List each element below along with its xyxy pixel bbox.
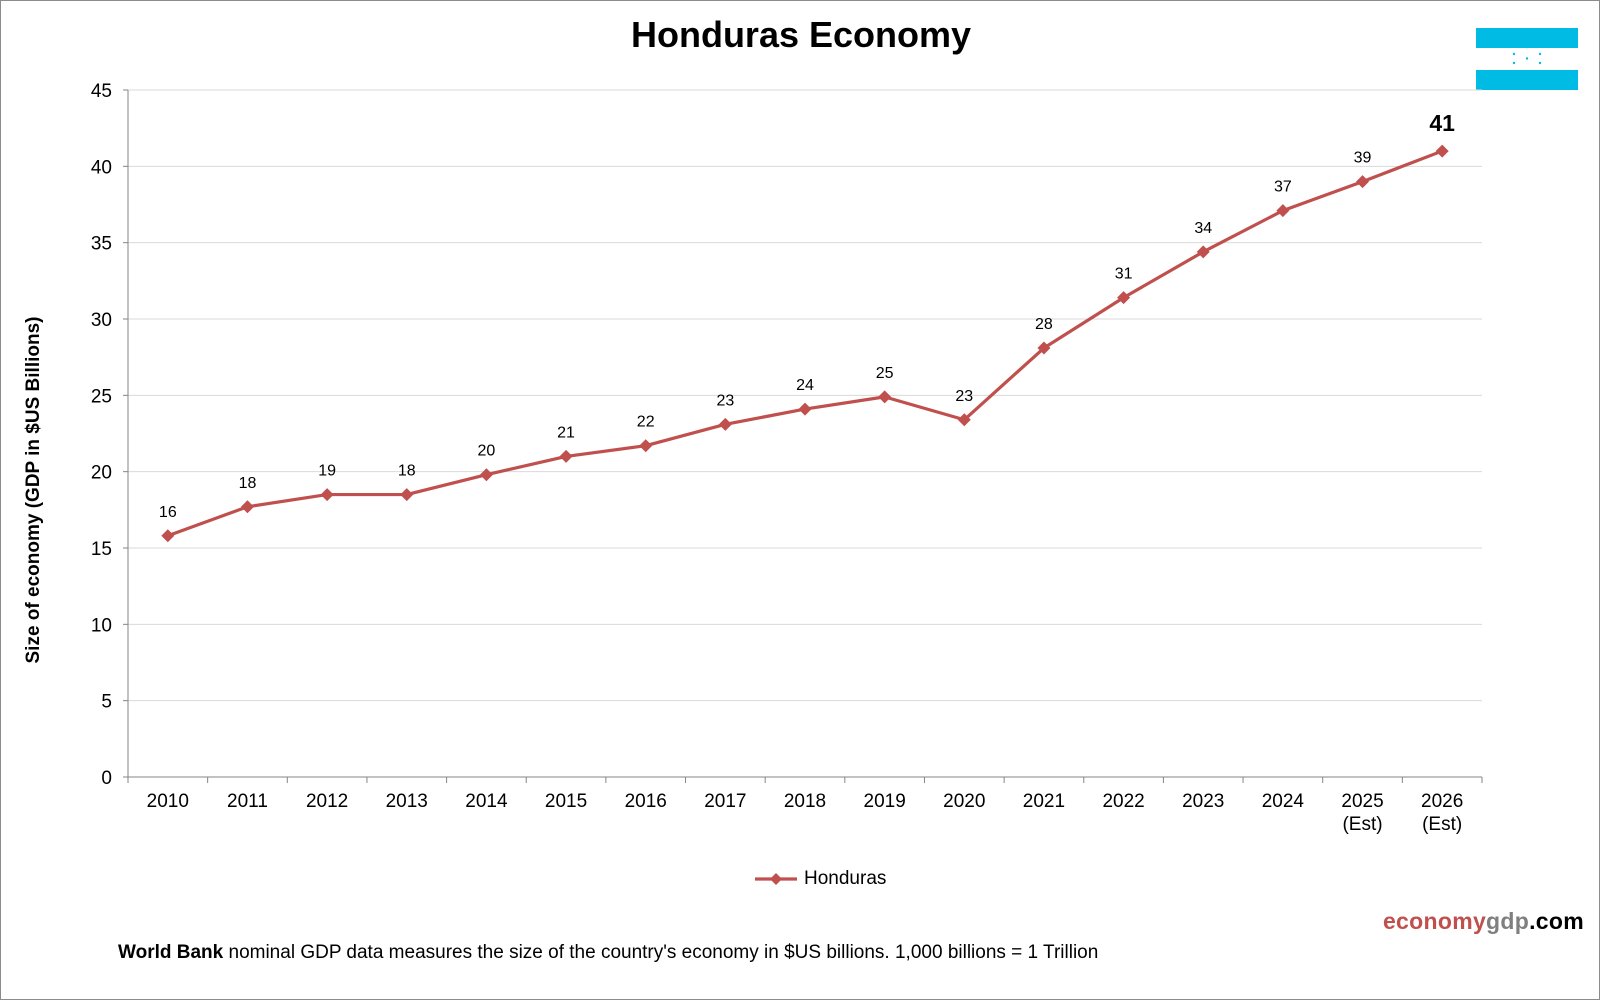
data-point [1196,245,1210,259]
flag-star [1538,52,1542,56]
data-label: 19 [318,463,336,480]
x-tick-label: 2026 (Est) [1421,791,1463,835]
y-tick-label: 20 [91,463,112,484]
data-point [1435,144,1449,158]
x-tick-label: 2010 [147,791,189,812]
flag-star [1512,61,1516,65]
y-tick-label: 10 [91,615,112,636]
y-tick-label: 35 [91,234,112,255]
footnote-text: nominal GDP data measures the size of th… [223,942,1099,963]
legend: Honduras [754,868,886,890]
data-point [878,390,892,404]
footnote: World Bank nominal GDP data measures the… [118,942,1098,964]
data-label: 16 [159,504,177,521]
data-label: 18 [239,475,257,492]
data-point [718,417,732,431]
series-line [167,149,1443,538]
legend-marker-icon [755,873,797,885]
x-tick-label: 2023 [1182,791,1224,812]
x-tick-label: 2012 [306,791,348,812]
brand-part-gdp: gdp [1486,908,1530,934]
data-point [798,402,812,416]
data-label: 23 [716,392,734,409]
data-label: 34 [1194,220,1212,237]
data-point [1276,204,1290,218]
x-tick-label: 2022 [1102,791,1144,812]
x-tick-label: 2021 [1023,791,1065,812]
data-point [1037,341,1051,355]
data-point [559,449,573,463]
y-tick-label: 5 [101,692,112,713]
data-label: 28 [1035,316,1053,333]
x-tick-label: 2025 (Est) [1341,791,1383,835]
data-point [320,488,334,502]
y-tick-label: 40 [91,157,112,178]
brand-logo[interactable]: economygdp.com [1383,908,1584,935]
x-tick-label: 2016 [625,791,667,812]
flag-star [1525,57,1529,60]
x-tick-label: 2014 [465,791,508,812]
y-tick-label: 0 [101,768,112,789]
x-tick-label: 2013 [386,791,428,812]
data-label: 23 [955,388,973,405]
data-point [400,488,414,502]
data-point [240,500,254,514]
honduras-flag-icon [1476,28,1578,90]
x-tick-label: 2011 [227,791,268,812]
x-tick-label: 2018 [784,791,826,812]
y-tick-label: 30 [91,310,112,331]
data-point [639,439,653,453]
chart-title: Honduras Economy [630,14,972,55]
legend-label: Honduras [804,868,887,889]
y-tick-label: 25 [91,386,112,407]
y-tick-label: 45 [91,81,112,102]
data-point [479,468,493,482]
data-point [161,529,175,543]
flag-star [1538,61,1542,65]
x-tick-label: 2017 [704,791,746,812]
data-label: 25 [876,365,894,382]
data-label: 22 [637,414,655,431]
data-label: 41 [1429,110,1455,136]
data-label: 18 [398,463,416,480]
data-point [1356,175,1370,189]
x-tick-label: 2019 [864,791,906,812]
data-point [1117,291,1131,305]
data-label: 31 [1115,266,1133,283]
x-tick-label: 2020 [943,791,985,812]
brand-part-com: .com [1529,908,1584,934]
x-tick-label: 2024 [1262,791,1305,812]
footnote-source: World Bank [118,942,224,963]
x-tick-label: 2015 [545,791,587,812]
data-label: 39 [1354,150,1372,167]
data-label: 24 [796,377,814,394]
flag-stripe-bottom [1476,70,1578,90]
data-label: 37 [1274,179,1292,196]
flag-stripe-top [1476,28,1578,48]
brand-part-economy: economy [1382,908,1487,934]
flag-star [1512,52,1516,56]
y-tick-label: 15 [91,539,112,560]
data-label: 21 [557,424,575,441]
data-label: 20 [478,443,496,460]
data-point [957,413,971,427]
